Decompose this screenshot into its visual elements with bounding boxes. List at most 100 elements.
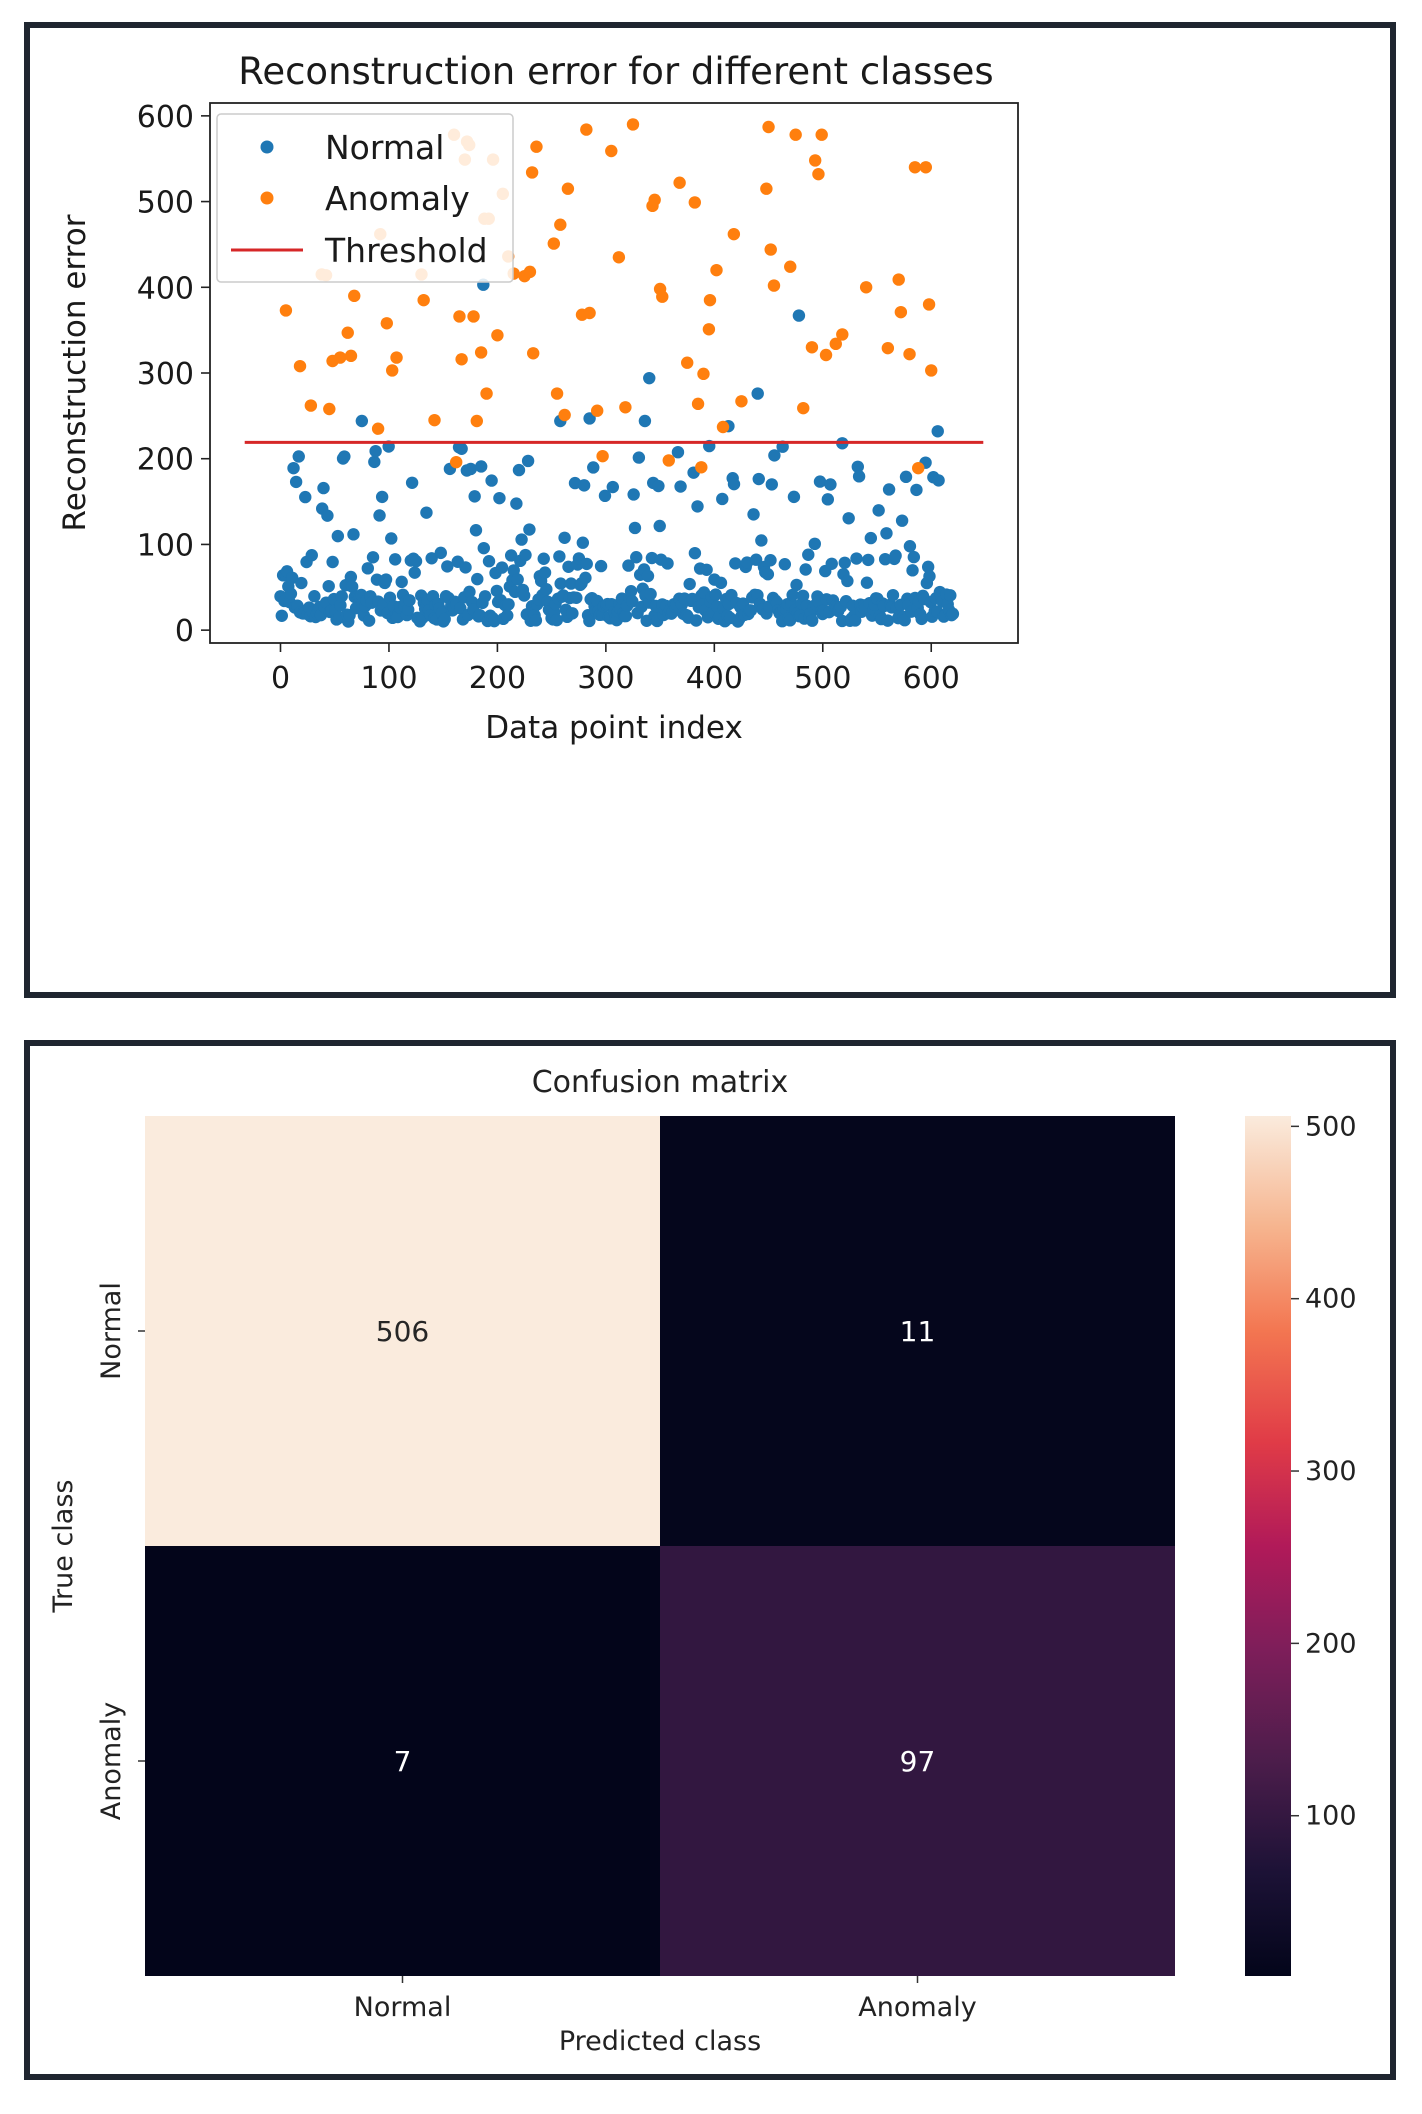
normal-point bbox=[566, 607, 579, 620]
confusion-matrix-title: Confusion matrix bbox=[532, 1065, 789, 1100]
normal-point bbox=[778, 558, 792, 571]
anomaly-point bbox=[767, 279, 781, 292]
anomaly-point bbox=[525, 166, 539, 179]
normal-point bbox=[932, 474, 945, 487]
normal-point bbox=[287, 461, 300, 475]
normal-point bbox=[402, 603, 415, 616]
normal-point bbox=[652, 479, 665, 493]
legend-threshold-label: Threshold bbox=[324, 231, 488, 270]
anomaly-point bbox=[662, 454, 675, 467]
x-tick-label: 100 bbox=[360, 661, 417, 696]
normal-point bbox=[326, 555, 339, 569]
matrix-cell bbox=[660, 1546, 1175, 1976]
normal-point bbox=[864, 531, 878, 545]
normal-point bbox=[540, 583, 553, 596]
normal-point bbox=[438, 612, 451, 626]
normal-point bbox=[420, 506, 433, 519]
normal-point bbox=[906, 564, 919, 577]
anomaly-point bbox=[892, 273, 905, 286]
normal-point bbox=[558, 531, 571, 544]
x-tick-label: 500 bbox=[794, 661, 851, 696]
colorbar-tick-label: 400 bbox=[1305, 1284, 1357, 1315]
normal-point bbox=[379, 573, 393, 586]
anomaly-point bbox=[348, 289, 361, 303]
normal-point bbox=[790, 578, 803, 592]
normal-point bbox=[403, 594, 416, 607]
normal-point bbox=[580, 557, 593, 571]
normal-point bbox=[729, 557, 742, 570]
anomaly-point bbox=[612, 251, 626, 264]
anomaly-point bbox=[380, 317, 393, 330]
normal-point bbox=[747, 508, 760, 521]
anomaly-point bbox=[919, 161, 933, 174]
normal-point bbox=[338, 450, 351, 463]
normal-point bbox=[761, 568, 775, 581]
scatter-x-ticks: 0 100 200 300 400 500 600 bbox=[271, 643, 960, 696]
matrix-cell bbox=[145, 1546, 660, 1976]
anomaly-point bbox=[279, 304, 293, 317]
legend-anomaly-label: Anomaly bbox=[325, 179, 470, 218]
confusion-matrix-y-ticks: Normal Anomaly bbox=[96, 1282, 145, 1820]
y-tick-label: 500 bbox=[137, 186, 194, 221]
normal-point bbox=[553, 550, 566, 563]
normal-point bbox=[463, 585, 476, 599]
anomaly-point bbox=[390, 351, 403, 364]
normal-point bbox=[727, 477, 741, 491]
normal-point bbox=[405, 476, 419, 489]
normal-point bbox=[824, 478, 837, 491]
normal-point bbox=[335, 590, 348, 603]
anomaly-point bbox=[386, 364, 399, 377]
anomaly-point bbox=[859, 281, 873, 294]
anomaly-point bbox=[580, 123, 593, 136]
normal-point bbox=[907, 550, 921, 564]
normal-point bbox=[915, 612, 928, 626]
normal-point bbox=[523, 523, 536, 536]
normal-point bbox=[289, 475, 303, 489]
normal-point bbox=[813, 475, 827, 488]
confusion-matrix-cells: 506 11 7 97 bbox=[145, 1116, 1175, 1976]
legend-normal-label: Normal bbox=[325, 128, 444, 167]
x-tick-label: 0 bbox=[271, 661, 290, 696]
normal-point bbox=[898, 614, 911, 627]
x-tick-label: 200 bbox=[469, 661, 526, 696]
scatter-y-ticks: 0 100 200 300 400 500 600 bbox=[137, 100, 210, 649]
anomaly-point bbox=[583, 306, 596, 320]
normal-point bbox=[587, 461, 600, 474]
normal-point bbox=[802, 548, 815, 561]
anomaly-point bbox=[371, 422, 385, 435]
anomaly-point bbox=[760, 182, 773, 195]
anomaly-point bbox=[789, 128, 802, 141]
normal-point bbox=[641, 569, 655, 583]
normal-point bbox=[366, 551, 380, 564]
normal-point bbox=[755, 534, 768, 547]
normal-point bbox=[848, 614, 862, 627]
anomaly-point bbox=[812, 167, 825, 181]
normal-point bbox=[369, 444, 382, 458]
normal-point bbox=[317, 481, 330, 495]
normal-point bbox=[305, 549, 318, 562]
normal-point bbox=[286, 571, 299, 585]
normal-point bbox=[632, 451, 646, 464]
anomaly-point bbox=[417, 293, 430, 307]
anomaly-point bbox=[558, 408, 571, 422]
anomaly-point bbox=[922, 298, 936, 311]
normal-point bbox=[408, 566, 421, 579]
normal-point bbox=[690, 614, 703, 627]
normal-point bbox=[862, 553, 875, 567]
normal-point bbox=[355, 414, 369, 428]
normal-point bbox=[852, 470, 866, 483]
colorbar bbox=[1245, 1116, 1291, 1976]
normal-point bbox=[653, 519, 666, 533]
normal-point bbox=[764, 554, 777, 567]
confusion-matrix-x-axis-label: Predicted class bbox=[559, 2026, 761, 2057]
normal-point bbox=[576, 536, 590, 549]
colorbar-tick-label: 500 bbox=[1305, 1111, 1357, 1142]
anomaly-point bbox=[467, 310, 480, 323]
anomaly-point bbox=[648, 193, 661, 207]
scatter-chart-panel: Reconstruction error for different class… bbox=[24, 22, 1396, 998]
normal-point bbox=[688, 546, 702, 560]
scatter-chart-title: Reconstruction error for different class… bbox=[238, 50, 993, 93]
anomaly-point bbox=[619, 401, 632, 414]
normal-point bbox=[903, 540, 917, 553]
anomaly-point bbox=[323, 402, 336, 416]
